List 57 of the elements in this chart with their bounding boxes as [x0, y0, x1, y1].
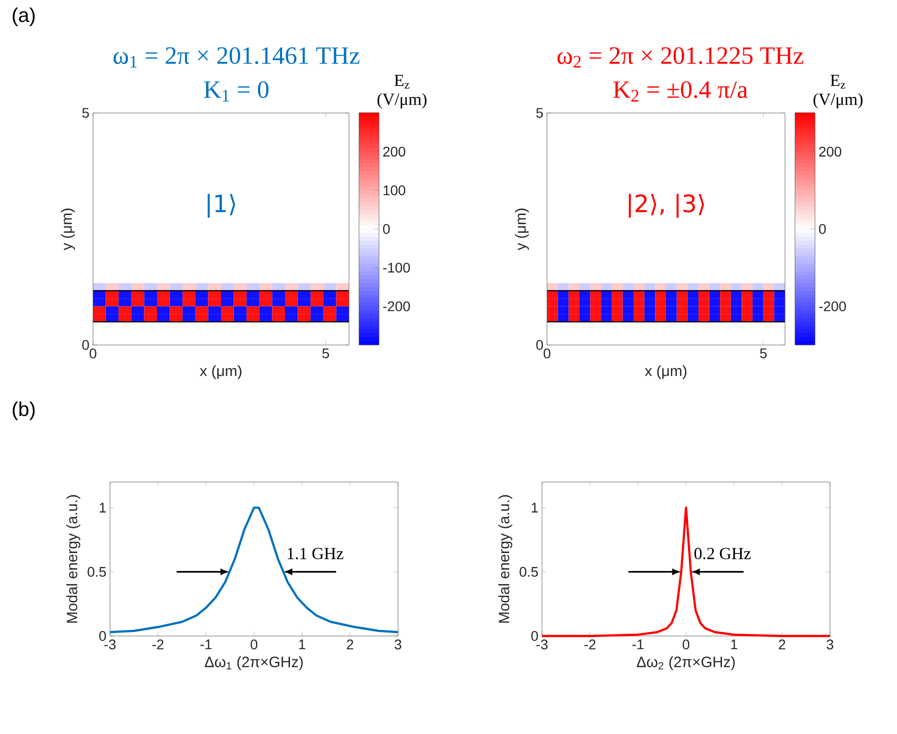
- color-bar-title: E$_{z}$ (V/μm): [378, 74, 426, 108]
- chart-subtitle: K$_{2}$ = ±0.4 π/a: [613, 81, 748, 102]
- y-tick-label: 5: [82, 108, 89, 118]
- x-axis-title: x (μm): [200, 365, 242, 380]
- color-bar-label: 0: [383, 224, 390, 234]
- x-axis-title: Δω$_{1}$ (2π×GHz): [204, 656, 303, 670]
- color-bar-label: 0: [819, 224, 826, 234]
- color-bar-label: 100: [384, 185, 406, 196]
- y-tick-label: 0: [536, 340, 543, 350]
- chart-title: ω$_{1}$ = 2π × 201.1461 THz: [114, 47, 360, 68]
- y-tick-label: 0: [531, 631, 538, 641]
- y-axis-title: Modal energy (a.u.): [66, 495, 80, 623]
- y-tick-label: 0.5: [88, 566, 106, 577]
- line-series: [108, 506, 400, 634]
- x-tick-label: -1: [200, 640, 212, 650]
- y-axis-title: y (μm): [514, 208, 529, 250]
- annotation: 0.2 GHz: [694, 548, 751, 560]
- x-tick-label: 0: [90, 348, 96, 358]
- x-tick-label: 3: [394, 640, 402, 650]
- y-tick-label: 0.5: [520, 566, 538, 577]
- x-tick-label: 5: [760, 348, 767, 358]
- annotation: |2⟩, |3⟩: [628, 194, 704, 218]
- x-tick-label: 2: [346, 640, 354, 650]
- x-tick-label: 2: [778, 640, 786, 650]
- text: (a): [12, 8, 35, 26]
- y-tick-label: 0: [82, 340, 89, 350]
- x-tick-label: 3: [826, 640, 834, 650]
- x-tick-label: -2: [584, 640, 596, 650]
- x-tick-label: -2: [152, 640, 164, 650]
- text: (b): [12, 402, 35, 420]
- annotation: |1⟩: [208, 194, 236, 218]
- x-tick-label: 1: [731, 640, 738, 650]
- x-tick-label: 1: [299, 640, 306, 650]
- x-axis-title: Δω$_{2}$ (2π×GHz): [636, 656, 735, 670]
- x-tick-label: 0: [544, 348, 550, 358]
- x-tick-label: -3: [536, 640, 548, 650]
- y-tick-label: 1: [100, 502, 106, 512]
- color-bar-label: -100: [383, 262, 410, 273]
- chart-subtitle: K$_{1}$ = 0: [204, 81, 268, 102]
- x-tick-label: 0: [682, 640, 690, 650]
- y-axis-title: y (μm): [60, 208, 75, 250]
- x-tick-label: -1: [632, 640, 644, 650]
- x-axis-title: x (μm): [644, 365, 686, 380]
- chart-title: ω$_{2}$ = 2π × 201.1225 THz: [557, 47, 804, 68]
- color-bar-label: 200: [819, 146, 842, 157]
- color-bar-title: E$_{z}$ (V/μm): [814, 74, 862, 108]
- color-bar-label: 200: [383, 146, 406, 157]
- y-tick-label: 5: [536, 108, 543, 118]
- x-tick-label: 0: [250, 640, 258, 650]
- x-tick-label: -3: [104, 640, 116, 650]
- annotation: 1.1 GHz: [288, 548, 344, 560]
- color-bar-label: -200: [819, 301, 846, 312]
- y-axis-title: Modal energy (a.u.): [498, 495, 512, 623]
- y-tick-label: 0: [99, 631, 106, 641]
- y-tick-label: 1: [532, 502, 538, 512]
- x-tick-label: 5: [322, 348, 330, 358]
- color-bar-label: -200: [383, 301, 410, 312]
